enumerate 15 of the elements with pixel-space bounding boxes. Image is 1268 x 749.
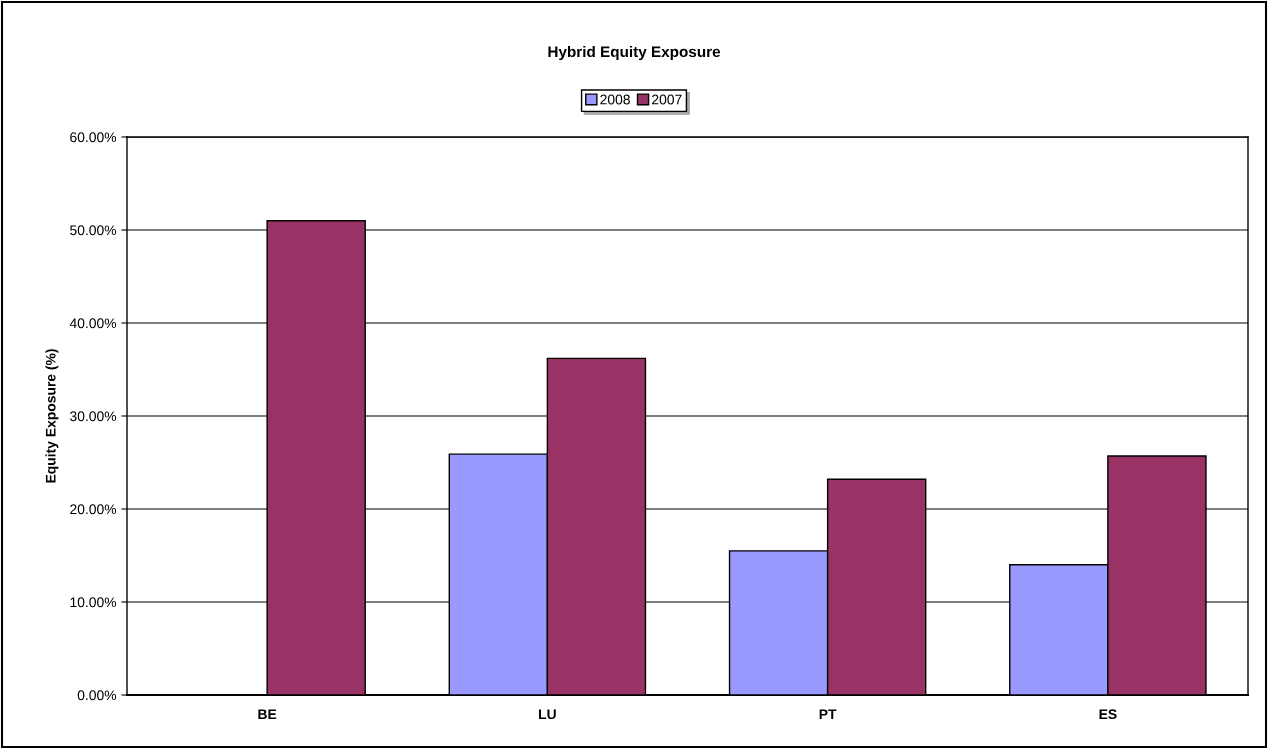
y-tick-label: 10.00% bbox=[70, 597, 117, 608]
y-tick-label: 20.00% bbox=[70, 504, 117, 515]
x-tick-label: PT bbox=[819, 709, 837, 719]
x-tick-label: LU bbox=[539, 709, 556, 720]
y-tick-label: 0.00% bbox=[77, 690, 117, 701]
y-axis-title: Equity Exposure (%) bbox=[45, 349, 59, 483]
x-tick-label: ES bbox=[1099, 709, 1117, 720]
x-tick-label: BE bbox=[258, 709, 277, 719]
chart-title: Hybrid Equity Exposure bbox=[548, 45, 721, 61]
y-tick-label: 40.00% bbox=[69, 318, 117, 329]
y-tick-label: 60.00% bbox=[70, 132, 117, 143]
y-tick-label: 50.00% bbox=[70, 225, 117, 236]
y-tick-label: 30.00% bbox=[70, 411, 117, 422]
legend-label: 2008 bbox=[600, 94, 630, 105]
legend-label: 2007 bbox=[652, 94, 682, 105]
